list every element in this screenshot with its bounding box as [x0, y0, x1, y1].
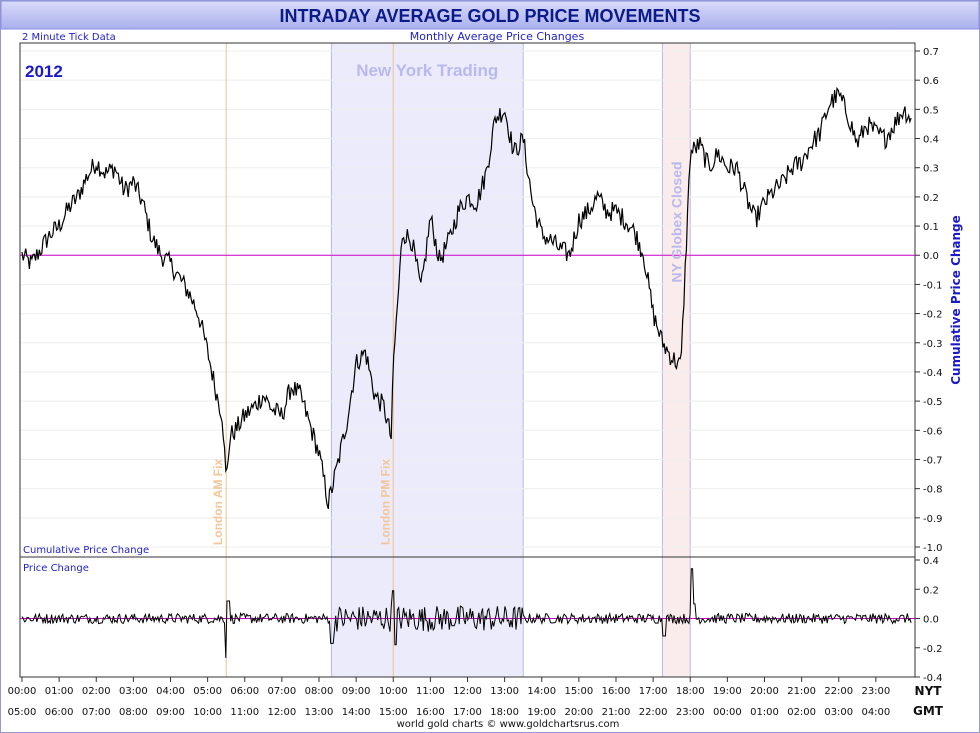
- x-tick-label-gmt: 06:00: [45, 707, 74, 718]
- x-tick-label-nyt: 14:00: [527, 686, 556, 697]
- x-tick-label-gmt: 02:00: [787, 707, 816, 718]
- x-tick-label-nyt: 21:00: [787, 686, 816, 697]
- x-tick-label-gmt: 08:00: [119, 707, 148, 718]
- region-shade-1: [662, 43, 691, 677]
- x-tick-label-gmt: 21:00: [602, 707, 631, 718]
- x-tick-label-nyt: 07:00: [267, 686, 296, 697]
- y-tick-label: 0.2: [923, 585, 939, 596]
- top-panel-label: Cumulative Price Change: [23, 545, 149, 556]
- x-tick-label-nyt: 15:00: [564, 686, 593, 697]
- x-tick-label-nyt: 02:00: [82, 686, 111, 697]
- y-tick-label: -0.4: [923, 368, 943, 379]
- cumulative-price-line: [21, 86, 912, 509]
- x-tick-label-nyt: 17:00: [639, 686, 668, 697]
- y-tick-label: 0.4: [923, 556, 939, 567]
- x-tick-label-gmt: 14:00: [342, 707, 371, 718]
- y-tick-label: 0.6: [923, 76, 939, 87]
- nyt-label: NYT: [915, 684, 943, 698]
- x-tick-label-nyt: 12:00: [453, 686, 482, 697]
- bottom-panel-label: Price Change: [23, 563, 89, 574]
- x-axis-gmt: 05:00 06:00 07:00 08:00 09:00 10:00 11:00 12:00…: [8, 707, 891, 718]
- x-tick-label-gmt: 18:00: [490, 707, 519, 718]
- y-tick-label: -0.2: [923, 310, 943, 321]
- x-tick-label-nyt: 22:00: [824, 686, 853, 697]
- bottom-y-axis: 0.4 0.2 0.0 -0.2 -0.4: [915, 556, 943, 684]
- y-tick-label: -0.2: [923, 644, 943, 655]
- y-tick-label: -0.8: [923, 485, 943, 496]
- price-change-line: [21, 568, 912, 659]
- region-label: NY Globex Closed: [668, 161, 684, 282]
- x-tick-label-nyt: 11:00: [416, 686, 445, 697]
- x-tick-label-gmt: 15:00: [379, 707, 408, 718]
- x-tick-label-gmt: 20:00: [564, 707, 593, 718]
- fix-labels: London AM Fix London PM Fix: [211, 459, 392, 546]
- x-tick-label-gmt: 22:00: [639, 707, 668, 718]
- y-tick-label: -0.1: [923, 280, 943, 291]
- x-tick-label-nyt: 20:00: [750, 686, 779, 697]
- x-tick-label-nyt: 16:00: [602, 686, 631, 697]
- x-tick-label-nyt: 04:00: [156, 686, 185, 697]
- x-tick-label-gmt: 07:00: [82, 707, 111, 718]
- x-tick-label-gmt: 19:00: [527, 707, 556, 718]
- y-tick-label: 0.3: [923, 164, 939, 175]
- x-tick-label-gmt: 01:00: [750, 707, 779, 718]
- y-tick-label: 0.0: [923, 251, 939, 262]
- y-tick-label: -0.7: [923, 455, 943, 466]
- year-label: 2012: [25, 62, 63, 81]
- chart-title: INTRADAY AVERAGE GOLD PRICE MOVEMENTS: [279, 6, 700, 26]
- chart-subtitle: Monthly Average Price Changes: [410, 30, 585, 43]
- fix-label: London AM Fix: [211, 459, 225, 546]
- top-y-axis: 0.7 0.6 0.5 0.4 0.3 0.2 0.1 0.0 -0.1 -0.2 -0.3 -0.4…: [915, 47, 943, 554]
- x-tick-label-nyt: 01:00: [45, 686, 74, 697]
- tick-data-note: 2 Minute Tick Data: [22, 32, 116, 43]
- y-tick-label: -0.5: [923, 397, 943, 408]
- credit-text: world gold charts © www.goldchartsrus.co…: [397, 719, 620, 730]
- y-tick-label: 0.1: [923, 222, 939, 233]
- y-tick-label: 0.5: [923, 105, 939, 116]
- x-tick-label-gmt: 00:00: [713, 707, 742, 718]
- y-tick-label: -0.4: [923, 673, 943, 684]
- x-tick-label-nyt: 05:00: [193, 686, 222, 697]
- x-tick-label-nyt: 23:00: [861, 686, 890, 697]
- y-axis-label: Cumulative Price Change: [949, 215, 963, 385]
- x-tick-label-nyt: 10:00: [379, 686, 408, 697]
- x-tick-label-nyt: 18:00: [676, 686, 705, 697]
- x-tick-label-nyt: 09:00: [342, 686, 371, 697]
- x-tick-label-gmt: 10:00: [193, 707, 222, 718]
- title-bar: [0, 0, 980, 30]
- y-tick-label: 0.7: [923, 47, 939, 58]
- gmt-label: GMT: [913, 704, 944, 718]
- x-tick-label-gmt: 17:00: [453, 707, 482, 718]
- region-label: New York Trading: [356, 61, 498, 80]
- y-tick-label: -0.3: [923, 339, 943, 350]
- x-tick-label-gmt: 12:00: [267, 707, 296, 718]
- x-tick-label-nyt: 13:00: [490, 686, 519, 697]
- y-tick-label: 0.0: [923, 615, 939, 626]
- x-tick-label-nyt: 19:00: [713, 686, 742, 697]
- x-tick-label-nyt: 06:00: [230, 686, 259, 697]
- y-tick-label: 0.4: [923, 135, 939, 146]
- x-tick-label-nyt: 08:00: [305, 686, 334, 697]
- x-tick-label-nyt: 00:00: [8, 686, 37, 697]
- x-tick-label-gmt: 11:00: [230, 707, 259, 718]
- x-tick-label-gmt: 03:00: [824, 707, 853, 718]
- x-tick-label-gmt: 16:00: [416, 707, 445, 718]
- x-tick-label-gmt: 13:00: [305, 707, 334, 718]
- fix-label: London PM Fix: [378, 459, 392, 545]
- y-tick-label: 0.2: [923, 193, 939, 204]
- x-tick-label-gmt: 05:00: [8, 707, 37, 718]
- x-tick-label-nyt: 03:00: [119, 686, 148, 697]
- x-tick-label-gmt: 04:00: [861, 707, 890, 718]
- y-tick-label: -1.0: [923, 543, 943, 554]
- x-tick-label-gmt: 23:00: [676, 707, 705, 718]
- y-tick-label: -0.6: [923, 426, 943, 437]
- x-axis-nyt: 00:00 01:00 02:00 03:00 04:00 05:00 06:00 07:00…: [8, 677, 890, 697]
- shaded-regions: [330, 43, 691, 677]
- region-labels: New York Trading NY Globex Closed: [356, 61, 684, 283]
- y-tick-label: -0.9: [923, 514, 943, 525]
- x-tick-label-gmt: 09:00: [156, 707, 185, 718]
